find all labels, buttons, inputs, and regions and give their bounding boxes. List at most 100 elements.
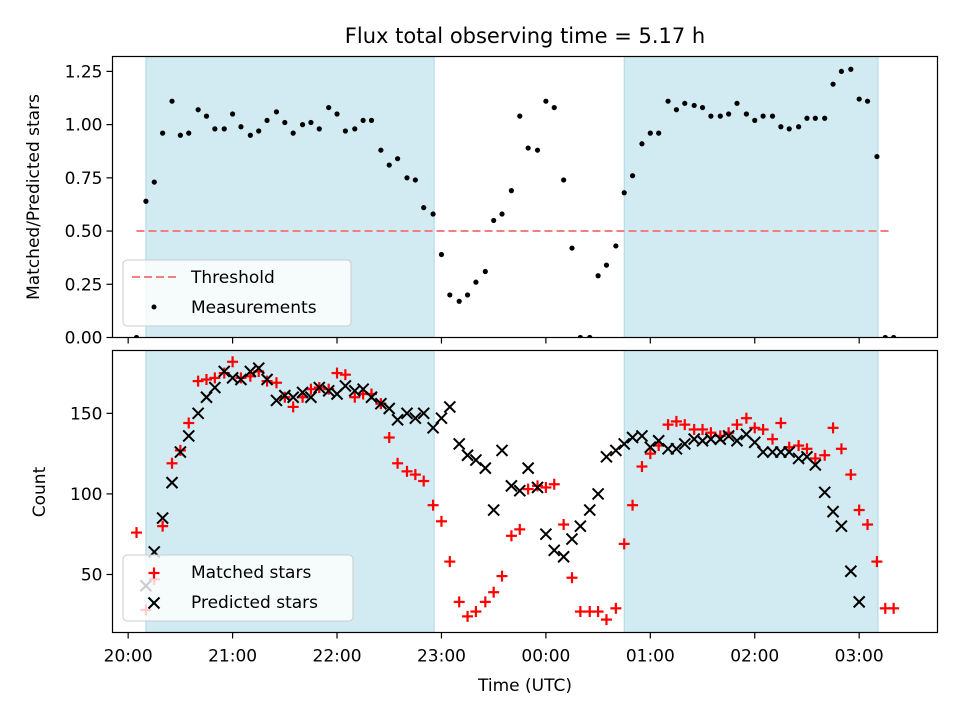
legend-predicted-marker: [147, 596, 161, 610]
measurement-point: [603, 262, 610, 268]
ratio-panel-frame: [111, 55, 939, 339]
matched-star-point: [409, 469, 421, 481]
ratio-legend-box: [122, 259, 352, 327]
predicted-star-point-b: [696, 434, 709, 447]
predicted-star-point: [495, 444, 509, 457]
predicted-star-point: [156, 511, 169, 525]
measurement-point: [334, 111, 340, 117]
matched-star-point: [496, 570, 508, 582]
predicted-star-point: [182, 429, 195, 443]
matched-star-point: [662, 419, 674, 431]
matched-star-point: [209, 372, 221, 384]
predicted-star-point-b: [835, 519, 848, 533]
measurement-point: [891, 334, 897, 338]
predicted-star-point: [374, 397, 388, 410]
ratio-legend: Threshold Measurements: [122, 259, 352, 327]
measurement-point: [394, 156, 401, 162]
matched-star-point: [514, 523, 526, 535]
measurement-point: [656, 130, 662, 136]
matched-star-point: [235, 372, 247, 384]
matched-star-point: [339, 369, 351, 381]
matched-star-point: [705, 427, 717, 439]
ratio-y-tick-label: 1.25: [65, 62, 103, 82]
matched-star-point: [532, 480, 544, 492]
chart-title: Flux total observing time = 5.17 h: [345, 24, 705, 48]
predicted-star-point-b: [539, 527, 553, 541]
measurement-point: [534, 147, 541, 153]
measurement-point: [804, 115, 810, 121]
matched-star-point: [809, 452, 821, 464]
predicted-star-point-b: [479, 461, 492, 475]
predicted-star-point: [783, 445, 796, 459]
predicted-star-point-b: [583, 503, 596, 517]
count-x-tick-label: 23:00: [417, 647, 466, 667]
legend-predicted-swatch: [147, 596, 161, 610]
predicted-star-point: [835, 519, 848, 533]
predicted-star-point: [809, 458, 822, 472]
matched-star-point: [697, 423, 709, 435]
matched-star-point: [740, 412, 752, 424]
predicted-star-point: [435, 411, 448, 425]
matched-star-point: [566, 572, 578, 584]
matched-star-point: [349, 391, 361, 403]
matched-star-point: [418, 475, 430, 487]
predicted-star-point-b: [704, 432, 718, 446]
count-y-tick-label: 150: [70, 404, 102, 424]
measurement-point: [473, 279, 479, 285]
measurement-point: [169, 98, 175, 104]
legend-predicted-label: Predicted stars: [191, 593, 318, 613]
count-y-axis-label: Count: [30, 466, 50, 517]
count-x-tick-label: 21:00: [208, 647, 257, 667]
predicted-star-point-b: [165, 476, 179, 489]
measurement-point: [221, 126, 227, 132]
matched-star-point: [548, 478, 560, 490]
predicted-star-point: [505, 479, 518, 493]
legend-measurements-swatch: [151, 304, 157, 310]
matched-star-point: [522, 483, 534, 495]
measurement-point: [569, 245, 575, 251]
predicted-star-point: [260, 373, 274, 386]
matched-star-point: [670, 415, 682, 427]
predicted-star-point: [670, 442, 683, 456]
measurement-point: [352, 126, 358, 132]
measurement-point: [482, 268, 488, 275]
predicted-star-point-b: [748, 436, 761, 449]
measurement-point: [447, 292, 453, 298]
predicted-star-point: [826, 505, 840, 518]
count-y-tick-label: 100: [70, 485, 102, 505]
measurement-point: [673, 107, 680, 113]
count-panel-frame: [111, 349, 939, 634]
matched-star-point: [853, 504, 865, 516]
predicted-star-point-b: [495, 444, 509, 457]
measurement-point: [760, 113, 766, 119]
predicted-star-point-b: [339, 379, 352, 393]
predicted-star-point-b: [461, 449, 474, 462]
predicted-star-point: [704, 432, 718, 446]
count-x-tick-label: 00:00: [521, 647, 570, 667]
count-panel: 50 100 150 20:00 21:00 22:00 23:00 00:00 01:00 02…: [30, 349, 939, 696]
predicted-star-point-b: [609, 444, 623, 457]
measurement-point: [864, 98, 871, 104]
predicted-star-point-b: [417, 407, 430, 420]
predicted-star-point-b: [174, 445, 187, 459]
predicted-star-point-b: [270, 394, 283, 407]
predicted-star-point-b: [208, 381, 222, 394]
matched-star-point: [600, 614, 612, 626]
measurement-point: [822, 115, 828, 121]
measurement-point: [508, 188, 515, 194]
measurement-point: [404, 175, 410, 181]
measurement-point: [682, 100, 688, 106]
measurement-point: [699, 104, 706, 111]
matched-star-point: [305, 383, 317, 395]
predicted-star-point: [391, 413, 404, 426]
measurement-point: [186, 130, 192, 136]
predicted-star-point-b: [521, 461, 535, 475]
predicted-star-point: [417, 407, 430, 420]
predicted-star-point-b: [670, 442, 683, 456]
count-x-tick-label: 20:00: [104, 647, 153, 667]
predicted-star-point: [548, 544, 561, 557]
matched-star-point: [540, 481, 552, 493]
measurement-point: [647, 130, 653, 136]
predicted-star-point-b: [409, 411, 422, 425]
